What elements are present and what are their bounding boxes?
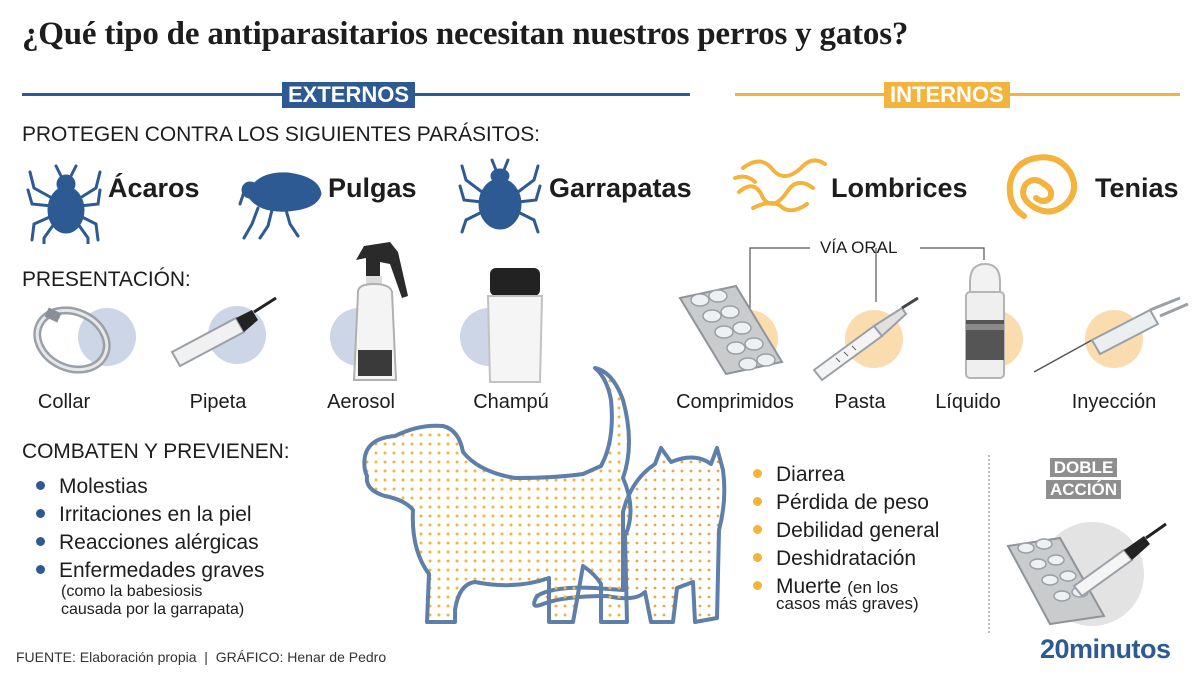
footer-credits: FUENTE: Elaboración propia | GRÁFICO: He… xyxy=(16,649,387,665)
syringe-icon xyxy=(1033,296,1189,373)
product-label-comprimidos: Comprimidos xyxy=(676,391,794,413)
combat-label: COMBATEN Y PREVIENEN: xyxy=(22,440,290,463)
list-item: Muerte (en los xyxy=(753,573,939,601)
product-label-liquido: Líquido xyxy=(935,391,1001,413)
internos-header: INTERNOS xyxy=(884,82,1010,108)
flea-icon xyxy=(238,172,322,240)
tick-icon xyxy=(458,158,542,234)
list-item: Debilidad general xyxy=(753,517,939,545)
product-label-pipeta: Pipeta xyxy=(189,391,247,413)
parasite-label-pulgas: Pulgas xyxy=(328,173,417,203)
internal-effects-list: Diarrea Pérdida de peso Debilidad genera… xyxy=(753,461,939,613)
product-label-collar: Collar xyxy=(37,391,91,413)
internal-note-1: (en los xyxy=(847,578,899,597)
list-item: Pérdida de peso xyxy=(753,489,939,517)
external-effects-list: Molestias Irritaciones en la piel Reacci… xyxy=(36,473,264,619)
list-item: Deshidratación xyxy=(753,545,939,573)
parasite-label-lombrices: Lombrices xyxy=(831,173,968,203)
list-item: Irritaciones en la piel xyxy=(36,501,264,529)
pipette-icon xyxy=(170,296,277,368)
list-item: Molestias xyxy=(36,473,264,501)
external-note-1: (como la babesiosis xyxy=(61,583,203,600)
parasite-label-acaros: Ácaros xyxy=(108,173,200,203)
dog-cat-illustration xyxy=(362,366,727,624)
doble-accion-badge: DOBLE ACCIÓN xyxy=(1046,458,1122,500)
tapeworm-icon xyxy=(1006,154,1078,219)
product-label-aerosol: Aerosol xyxy=(327,391,395,413)
mite-icon xyxy=(26,164,102,244)
paste-syringe-icon xyxy=(812,296,919,382)
doble-label: DOBLE xyxy=(1049,458,1118,477)
list-item: Reacciones alérgicas xyxy=(36,529,264,557)
vertical-divider xyxy=(988,455,990,633)
parasite-label-tenias: Tenias xyxy=(1095,173,1179,203)
spray-bottle-icon xyxy=(352,242,408,381)
product-label-champu: Champú xyxy=(473,391,549,413)
external-note-2: causada por la garrapata) xyxy=(61,601,245,618)
double-action-products-icon xyxy=(1006,522,1167,626)
shampoo-bottle-icon xyxy=(486,268,544,383)
presentation-label: PRESENTACIÓN: xyxy=(22,268,191,291)
list-item: Enfermedades graves xyxy=(36,557,264,585)
externos-header: EXTERNOS xyxy=(282,82,416,108)
tablets-icon xyxy=(678,284,784,376)
page-title: ¿Qué tipo de antiparasitarios necesitan … xyxy=(22,16,909,52)
roundworm-icon xyxy=(733,158,827,213)
dropper-bottle-icon xyxy=(965,262,1005,379)
list-item: Diarrea xyxy=(753,461,939,489)
oral-bracket xyxy=(749,247,985,318)
product-label-pasta: Pasta xyxy=(834,391,886,413)
internal-note-2: casos más graves) xyxy=(776,594,919,613)
product-label-inyeccion: Inyección xyxy=(1071,391,1157,413)
protect-label: PROTEGEN CONTRA LOS SIGUIENTES PARÁSITOS… xyxy=(22,123,540,146)
brand-logo: 20minutos xyxy=(1040,634,1171,664)
collar-icon xyxy=(33,306,111,374)
parasite-label-garrapatas: Garrapatas xyxy=(549,173,692,203)
accion-label: ACCIÓN xyxy=(1046,480,1122,499)
via-oral-label: VÍA ORAL xyxy=(820,238,898,257)
